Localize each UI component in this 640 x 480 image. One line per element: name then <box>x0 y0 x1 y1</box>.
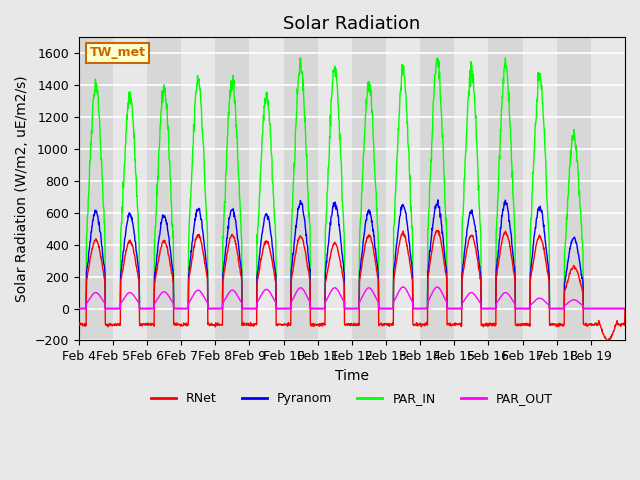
Bar <box>250 37 284 340</box>
Y-axis label: Solar Radiation (W/m2, uE/m2/s): Solar Radiation (W/m2, uE/m2/s) <box>15 75 29 302</box>
Bar <box>181 37 215 340</box>
Bar <box>420 37 454 340</box>
Bar <box>215 37 250 340</box>
Bar <box>488 37 522 340</box>
Bar <box>147 37 181 340</box>
Bar <box>352 37 386 340</box>
Bar <box>317 37 352 340</box>
Text: TW_met: TW_met <box>90 47 145 60</box>
X-axis label: Time: Time <box>335 369 369 383</box>
Legend: RNet, Pyranom, PAR_IN, PAR_OUT: RNet, Pyranom, PAR_IN, PAR_OUT <box>146 387 557 410</box>
Bar <box>454 37 488 340</box>
Bar <box>113 37 147 340</box>
Bar <box>284 37 317 340</box>
Bar <box>557 37 591 340</box>
Bar <box>522 37 557 340</box>
Title: Solar Radiation: Solar Radiation <box>284 15 420 33</box>
Bar <box>386 37 420 340</box>
Bar <box>79 37 113 340</box>
Bar <box>591 37 625 340</box>
